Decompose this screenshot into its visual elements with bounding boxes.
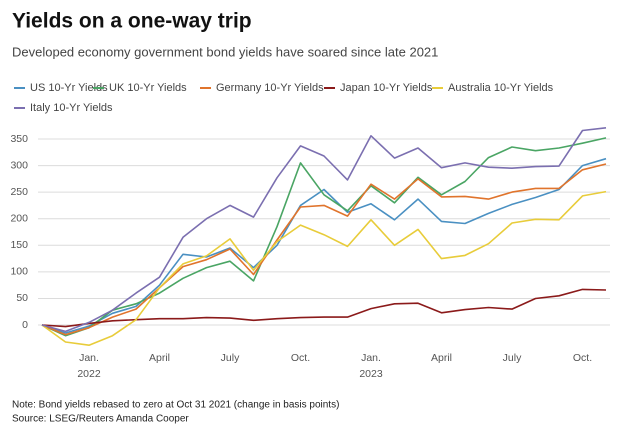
x-tick-label: July — [221, 352, 240, 364]
note: Note: Bond yields rebased to zero at Oct… — [12, 400, 339, 411]
chart-subtitle: Developed economy government bond yields… — [12, 44, 438, 59]
y-tick-label: 50 — [16, 292, 28, 304]
y-tick-label: 150 — [10, 239, 28, 251]
y-tick-label: 350 — [10, 133, 28, 145]
legend-label: Italy 10-Yr Yields — [30, 102, 113, 114]
y-tick-label: 0 — [22, 319, 28, 331]
series-line — [41, 157, 607, 334]
legend-label: UK 10-Yr Yields — [109, 82, 187, 94]
x-tick-label: April — [149, 352, 170, 364]
series-line — [41, 137, 607, 337]
legend-label: Japan 10-Yr Yields — [340, 82, 433, 94]
x-tick-label: Oct. — [573, 352, 592, 364]
y-tick-label: 100 — [10, 266, 28, 278]
x-tick-label: April — [431, 352, 452, 364]
x-tick-label: July — [503, 352, 522, 364]
chart-title: Yields on a one-way trip — [12, 10, 252, 33]
legend-label: US 10-Yr Yields — [30, 82, 108, 94]
y-tick-label: 300 — [10, 159, 28, 171]
y-tick-label: 200 — [10, 213, 28, 225]
series-line — [41, 163, 607, 336]
series-line — [41, 190, 607, 346]
source: Source: LSEG/Reuters Amanda Cooper — [12, 414, 189, 424]
y-tick-label: 250 — [10, 186, 28, 198]
series-line — [41, 127, 607, 333]
x-tick-label: Jan. 2023 — [359, 352, 383, 380]
legend-label: Germany 10-Yr Yields — [216, 82, 324, 94]
legend-label: Australia 10-Yr Yields — [448, 82, 554, 94]
x-tick-label: Jan. 2022 — [77, 352, 101, 380]
x-tick-label: Oct. — [291, 352, 310, 364]
series-line — [41, 288, 607, 328]
